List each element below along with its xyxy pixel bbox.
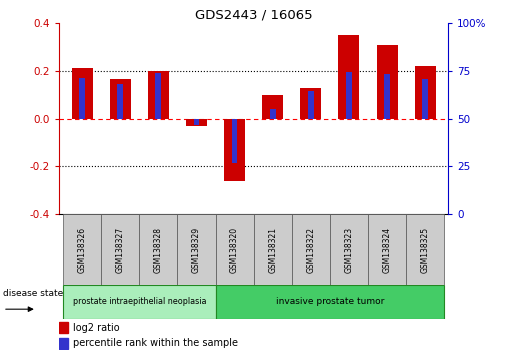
Bar: [63, 285, 215, 319]
Text: log2 ratio: log2 ratio: [73, 322, 119, 332]
Bar: [59, 338, 68, 349]
Bar: [139, 214, 177, 285]
Text: GSM138324: GSM138324: [383, 227, 391, 273]
Bar: [384, 74, 390, 119]
Text: GSM138327: GSM138327: [116, 227, 125, 273]
Text: GSM138325: GSM138325: [421, 227, 430, 273]
Text: disease state: disease state: [3, 289, 63, 298]
Bar: [262, 95, 283, 119]
Bar: [101, 214, 139, 285]
Text: GSM138328: GSM138328: [154, 227, 163, 273]
Text: GSM138329: GSM138329: [192, 227, 201, 273]
Bar: [148, 71, 169, 119]
Text: prostate intraepithelial neoplasia: prostate intraepithelial neoplasia: [73, 297, 206, 306]
Bar: [215, 285, 444, 319]
Text: invasive prostate tumor: invasive prostate tumor: [276, 297, 384, 306]
Bar: [330, 214, 368, 285]
Bar: [292, 214, 330, 285]
Bar: [186, 119, 207, 126]
Bar: [308, 91, 314, 119]
Text: GSM138326: GSM138326: [78, 227, 87, 273]
Bar: [63, 214, 101, 285]
Bar: [72, 68, 93, 119]
Text: GSM138323: GSM138323: [345, 227, 353, 273]
Bar: [215, 214, 253, 285]
Bar: [79, 78, 85, 119]
Bar: [406, 214, 444, 285]
Text: GSM138322: GSM138322: [306, 227, 315, 273]
Bar: [156, 73, 161, 119]
Bar: [194, 119, 199, 125]
Bar: [422, 79, 428, 119]
Text: GSM138320: GSM138320: [230, 227, 239, 273]
Bar: [300, 87, 321, 119]
Bar: [253, 214, 292, 285]
Bar: [368, 214, 406, 285]
Bar: [346, 72, 352, 119]
Bar: [110, 79, 131, 119]
Bar: [415, 66, 436, 119]
Bar: [117, 84, 123, 119]
Text: GSM138321: GSM138321: [268, 227, 277, 273]
Title: GDS2443 / 16065: GDS2443 / 16065: [195, 9, 313, 22]
Bar: [59, 322, 68, 333]
Bar: [177, 214, 215, 285]
Bar: [224, 119, 245, 181]
Bar: [376, 45, 398, 119]
Text: percentile rank within the sample: percentile rank within the sample: [73, 338, 238, 348]
Bar: [270, 109, 276, 119]
Bar: [338, 35, 359, 119]
Bar: [232, 119, 237, 163]
